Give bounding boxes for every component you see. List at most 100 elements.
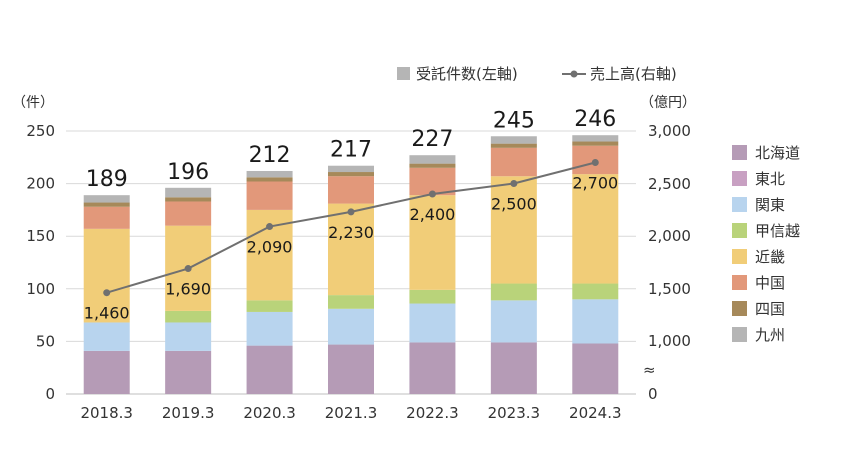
bar-total-label: 227 bbox=[411, 127, 453, 152]
bar-segment bbox=[490, 136, 537, 144]
bar-segment bbox=[165, 201, 212, 226]
bar-segment bbox=[328, 172, 374, 177]
sales-labels: 1,460 1,690 2,090 2,230 2,400 2,500 2,700 bbox=[84, 174, 618, 323]
bar-segment bbox=[328, 295, 374, 309]
right-tick-label: 1,000 bbox=[648, 332, 691, 350]
left-tick-label: 100 bbox=[26, 280, 55, 298]
bar-segment bbox=[83, 195, 130, 203]
left-tick-label: 150 bbox=[26, 227, 55, 245]
bar-segment bbox=[165, 350, 212, 394]
legend-swatch bbox=[732, 249, 747, 264]
sales-point bbox=[266, 223, 274, 231]
bar-stack bbox=[490, 136, 537, 394]
right-tick-label: 1,500 bbox=[648, 280, 691, 298]
bar-total-label: 212 bbox=[249, 143, 291, 168]
sales-value-label: 2,090 bbox=[247, 238, 293, 257]
bar-segment bbox=[165, 197, 212, 202]
bar-segment bbox=[328, 344, 374, 394]
bar-segment bbox=[246, 181, 293, 210]
sales-value-label: 1,460 bbox=[84, 304, 130, 323]
right-tick-label: 0 bbox=[648, 385, 658, 403]
bar-stack bbox=[572, 135, 619, 394]
legend-swatch bbox=[732, 171, 747, 186]
left-tick-label: 250 bbox=[26, 122, 55, 140]
x-tick-label: 2018.3 bbox=[80, 404, 133, 422]
bar-segment bbox=[246, 170, 293, 178]
sales-value-label: 2,230 bbox=[328, 223, 374, 242]
left-axis-unit: （件） bbox=[12, 95, 54, 111]
legend-label: 四国 bbox=[755, 300, 785, 318]
legend-label: 東北 bbox=[755, 170, 785, 188]
legend-swatch bbox=[732, 145, 747, 160]
top-legend: 受託件数(左軸) 売上高(右軸) bbox=[397, 65, 677, 83]
x-tick-label: 2020.3 bbox=[243, 404, 296, 422]
bar-segment bbox=[328, 165, 374, 173]
bar-segment bbox=[83, 350, 130, 394]
left-tick-label: 0 bbox=[45, 385, 55, 403]
sales-value-label: 2,500 bbox=[491, 195, 537, 214]
right-axis: 0 1,000 1,500 2,000 2,500 3,000 ≈ （億円） bbox=[640, 95, 696, 403]
bar-segment bbox=[328, 203, 374, 296]
x-tick-label: 2024.3 bbox=[569, 404, 622, 422]
bar-total-label: 245 bbox=[493, 108, 535, 133]
legend-swatch bbox=[732, 327, 747, 342]
bar-segment bbox=[490, 283, 537, 301]
legend-line-label: 売上高(右軸) bbox=[590, 65, 677, 83]
sales-point bbox=[103, 289, 111, 297]
legend-swatch bbox=[732, 301, 747, 316]
bar-segment bbox=[490, 342, 537, 394]
legend-swatch bbox=[732, 223, 747, 238]
bar-segment bbox=[328, 308, 374, 345]
bar-segment bbox=[409, 289, 456, 304]
bar-segment bbox=[572, 283, 619, 300]
legend-label: 甲信越 bbox=[755, 222, 800, 240]
bar-stack bbox=[83, 195, 130, 394]
bar-segment bbox=[572, 343, 619, 394]
bar-segment bbox=[572, 299, 619, 344]
bar-segment bbox=[490, 147, 537, 177]
legend-label: 近畿 bbox=[755, 248, 785, 266]
bar-segment bbox=[246, 311, 293, 346]
x-tick-label: 2019.3 bbox=[162, 404, 215, 422]
legend-line-marker bbox=[570, 70, 578, 78]
bar-segment bbox=[83, 206, 130, 229]
bar-segment bbox=[490, 300, 537, 343]
bar-segment bbox=[409, 163, 456, 168]
bar-total-label: 189 bbox=[86, 167, 128, 192]
x-tick-label: 2022.3 bbox=[406, 404, 459, 422]
bar-stacks bbox=[83, 135, 619, 394]
bar-stack bbox=[328, 165, 374, 394]
bar-segment bbox=[165, 310, 212, 323]
bar-total-labels: 189 196 212 217 227 245 246 bbox=[86, 107, 617, 192]
sales-line bbox=[103, 159, 599, 297]
bar-segment bbox=[409, 303, 456, 343]
bar-total-label: 196 bbox=[167, 160, 209, 185]
left-tick-label: 50 bbox=[36, 332, 55, 350]
bar-stack bbox=[409, 155, 456, 394]
sales-point bbox=[510, 180, 518, 187]
right-axis-unit: （億円） bbox=[640, 95, 696, 111]
legend-label: 中国 bbox=[755, 274, 785, 292]
bar-segment bbox=[165, 322, 212, 351]
bar-segment bbox=[409, 155, 456, 164]
left-tick-label: 200 bbox=[26, 175, 55, 193]
bar-segment bbox=[83, 202, 130, 207]
bar-segment bbox=[572, 174, 619, 284]
sales-point bbox=[428, 190, 436, 198]
bar-segment bbox=[572, 135, 619, 142]
bar-segment bbox=[83, 322, 130, 351]
x-axis: 2018.3 2019.3 2020.3 2021.3 2022.3 2023.3 2024… bbox=[80, 404, 621, 422]
bar-total-label: 217 bbox=[330, 138, 372, 163]
legend-label: 九州 bbox=[755, 326, 785, 344]
bar-segment bbox=[165, 187, 212, 198]
axis-break-symbol: ≈ bbox=[643, 361, 656, 379]
bar-segment bbox=[490, 176, 537, 284]
bar-segment bbox=[409, 195, 456, 290]
x-tick-label: 2021.3 bbox=[325, 404, 378, 422]
legend-bars-label: 受託件数(左軸) bbox=[416, 65, 518, 83]
left-axis: 0 50 100 150 200 250 （件） bbox=[12, 95, 55, 403]
bar-stack bbox=[165, 187, 212, 394]
bar-segment bbox=[409, 342, 456, 394]
